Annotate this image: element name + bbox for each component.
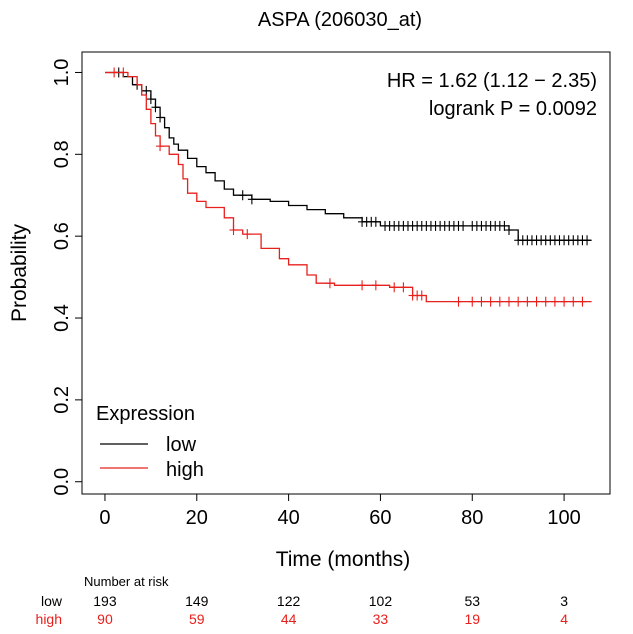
censor-mark-high-20 (523, 296, 532, 307)
risk-value-low-80: 53 (464, 593, 480, 609)
x-tick-label-20: 20 (186, 507, 208, 529)
censor-mark-low-11 (371, 216, 380, 227)
series-layer (105, 67, 592, 307)
x-tick-label-100: 100 (547, 507, 580, 529)
legend-title: Expression (96, 403, 195, 425)
chart-title: ASPA (206030_at) (258, 9, 422, 31)
y-tick-label-0.0: 0.0 (51, 468, 73, 496)
censor-mark-high-25 (569, 296, 578, 307)
y-tick-label-1.0: 1.0 (51, 59, 73, 87)
risk-value-low-0: 193 (93, 593, 117, 609)
censor-mark-high-0 (110, 67, 119, 78)
censor-mark-high-19 (514, 296, 523, 307)
x-axis: 0 20 40 60 80 100 (99, 494, 581, 529)
x-tick-label-80: 80 (461, 507, 483, 529)
risk-value-high-60: 33 (373, 611, 389, 627)
y-axis-label: Probability (8, 223, 31, 322)
censor-mark-low-37 (500, 220, 509, 231)
censor-mark-low-7 (247, 194, 256, 205)
censor-mark-high-6 (358, 280, 367, 291)
censor-mark-high-26 (578, 296, 587, 307)
risk-row-label-high: high (36, 611, 62, 627)
risk-table-heading: Number at risk (84, 574, 169, 589)
censor-mark-high-16 (486, 296, 495, 307)
risk-value-low-100: 3 (560, 593, 568, 609)
x-tick-label-0: 0 (99, 507, 110, 529)
risk-value-low-20: 149 (185, 593, 209, 609)
censor-mark-high-1 (119, 67, 128, 78)
censor-mark-low-29 (459, 220, 468, 231)
risk-value-high-40: 44 (281, 611, 297, 627)
risk-value-high-20: 59 (189, 611, 205, 627)
y-tick-label-0.6: 0.6 (51, 222, 73, 250)
y-tick-label-0.4: 0.4 (51, 304, 73, 332)
plot-frame (81, 51, 611, 495)
censor-mark-high-15 (477, 296, 486, 307)
censor-mark-high-21 (532, 296, 541, 307)
censor-mark-high-22 (541, 296, 550, 307)
censor-mark-high-4 (243, 229, 252, 240)
censor-mark-high-18 (504, 296, 513, 307)
legend-label-low: low (166, 434, 197, 456)
censor-mark-high-8 (390, 282, 399, 293)
y-axis: 0.0 0.2 0.4 0.6 0.8 1.0 (51, 59, 82, 496)
x-tick-label-40: 40 (277, 507, 299, 529)
censor-mark-low-2 (142, 85, 151, 96)
censor-mark-high-24 (560, 296, 569, 307)
risk-value-high-100: 4 (560, 611, 568, 627)
legend: Expression low high (96, 403, 204, 481)
curve-high (105, 71, 592, 303)
logrank-annotation: logrank P = 0.0092 (429, 98, 597, 120)
hr-annotation: HR = 1.62 (1.12 − 2.35) (387, 70, 597, 92)
censor-mark-high-9 (399, 282, 408, 293)
risk-value-high-0: 90 (97, 611, 113, 627)
risk-row-label-low: low (41, 593, 63, 609)
y-tick-label-0.2: 0.2 (51, 386, 73, 414)
censor-mark-low-5 (156, 112, 165, 123)
censor-mark-low-38 (504, 225, 513, 236)
risk-table: Number at risk low 193 149 122 102 53 3 high 90 5… (36, 574, 569, 627)
censor-mark-low-4 (151, 102, 160, 113)
censor-mark-high-12 (417, 290, 426, 301)
censor-mark-low-3 (146, 94, 155, 105)
censor-mark-high-2 (156, 141, 165, 152)
x-axis-label: Time (months) (276, 548, 411, 571)
risk-value-high-80: 19 (464, 611, 480, 627)
y-tick-label-0.8: 0.8 (51, 140, 73, 168)
censor-mark-high-3 (229, 225, 238, 236)
censor-mark-high-14 (468, 296, 477, 307)
censor-mark-high-7 (371, 280, 380, 291)
censor-mark-low-54 (583, 235, 592, 246)
risk-value-low-60: 102 (369, 593, 393, 609)
x-tick-label-60: 60 (369, 507, 391, 529)
legend-label-high: high (166, 459, 204, 481)
censor-mark-high-17 (495, 296, 504, 307)
censor-mark-high-13 (454, 296, 463, 307)
censor-mark-low-6 (238, 190, 247, 201)
censor-mark-high-23 (550, 296, 559, 307)
censor-mark-high-5 (325, 278, 334, 289)
risk-value-low-40: 122 (277, 593, 301, 609)
